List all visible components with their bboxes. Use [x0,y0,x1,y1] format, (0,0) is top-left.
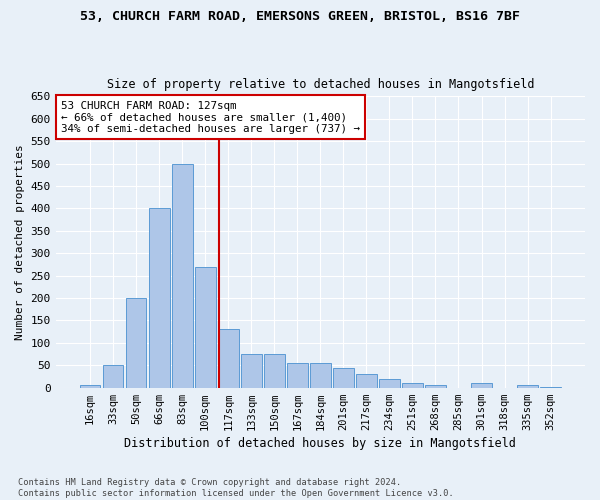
Bar [287,363,308,388]
Text: 53 CHURCH FARM ROAD: 127sqm
← 66% of detached houses are smaller (1,400)
34% of : 53 CHURCH FARM ROAD: 127sqm ← 66% of det… [61,100,360,134]
Bar [241,354,262,388]
Bar [80,386,100,388]
Bar [517,386,538,388]
Text: 53, CHURCH FARM ROAD, EMERSONS GREEN, BRISTOL, BS16 7BF: 53, CHURCH FARM ROAD, EMERSONS GREEN, BR… [80,10,520,23]
Bar [356,374,377,388]
Bar [126,298,146,388]
Bar [471,383,492,388]
Bar [540,387,561,388]
Bar [195,266,215,388]
Y-axis label: Number of detached properties: Number of detached properties [15,144,25,340]
X-axis label: Distribution of detached houses by size in Mangotsfield: Distribution of detached houses by size … [124,437,516,450]
Title: Size of property relative to detached houses in Mangotsfield: Size of property relative to detached ho… [107,78,534,91]
Bar [379,378,400,388]
Bar [264,354,284,388]
Bar [402,383,423,388]
Text: Contains HM Land Registry data © Crown copyright and database right 2024.
Contai: Contains HM Land Registry data © Crown c… [18,478,454,498]
Bar [310,363,331,388]
Bar [333,368,354,388]
Bar [103,366,124,388]
Bar [172,164,193,388]
Bar [218,330,239,388]
Bar [149,208,170,388]
Bar [425,386,446,388]
